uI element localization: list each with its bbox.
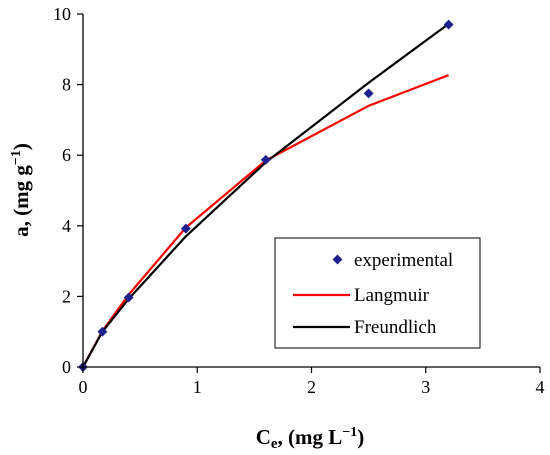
- legend-label-experimental: experimental: [354, 250, 453, 271]
- data-point-experimental: [443, 19, 454, 30]
- x-tick-label: 2: [307, 377, 316, 397]
- data-point-experimental: [260, 154, 271, 165]
- x-tick-label: 1: [193, 377, 202, 397]
- y-ticks: 0 2 4 6 8 10: [53, 4, 83, 377]
- legend-label-langmuir: Langmuir: [354, 285, 430, 306]
- legend-label-freundlich: Freundlich: [354, 317, 437, 338]
- y-tick-label: 6: [62, 145, 71, 165]
- y-axis-title: a, (mg g−1): [9, 143, 33, 237]
- data-point-experimental: [180, 223, 191, 234]
- x-tick-label: 4: [536, 377, 545, 397]
- x-tick-label: 3: [421, 377, 430, 397]
- y-tick-label: 10: [53, 4, 71, 24]
- y-tick-label: 8: [62, 75, 71, 95]
- legend-box: [274, 237, 481, 349]
- x-axis-title: Ce, (mg L−1): [256, 425, 365, 452]
- y-tick-label: 4: [62, 216, 71, 236]
- data-point-experimental: [363, 88, 374, 99]
- y-tick-label: 2: [62, 286, 71, 306]
- x-ticks: 0 1 2 3 4: [79, 367, 545, 397]
- y-tick-label: 0: [62, 357, 71, 377]
- x-tick-label: 0: [79, 377, 88, 397]
- legend: experimental Langmuir Freundlich: [274, 237, 481, 349]
